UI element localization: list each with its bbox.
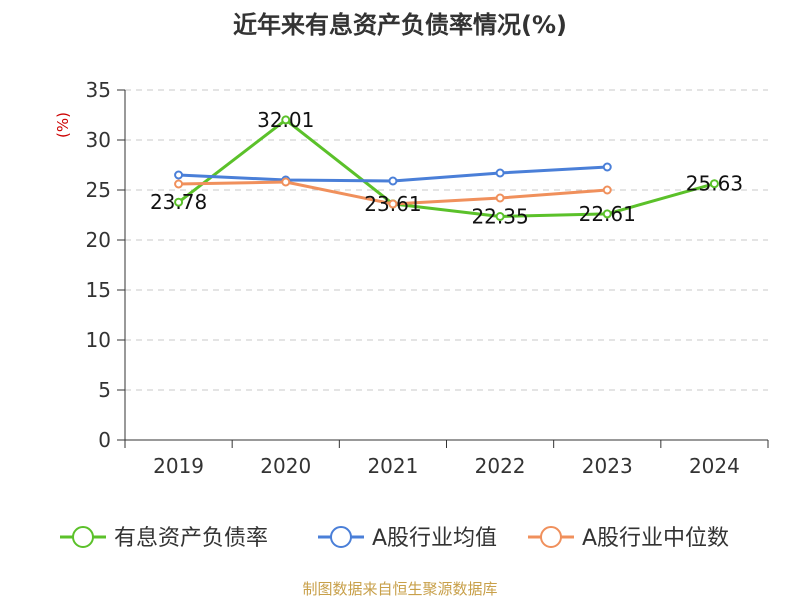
data-point[interactable]: [174, 179, 184, 189]
axes: 0 5 10 15 20 25 30 35 2019 2020 2021 2022 2023 2024: [86, 78, 769, 478]
x-tick-label: 2021: [367, 454, 418, 478]
data-label: 32.01: [257, 108, 314, 132]
data-label: 22.35: [471, 205, 528, 229]
data-point[interactable]: [388, 176, 398, 186]
series-lines: [174, 115, 719, 221]
data-label: 25.63: [686, 172, 743, 196]
legend-label: A股行业中位数: [582, 526, 729, 551]
y-tick-label: 10: [86, 328, 111, 352]
data-point[interactable]: [602, 185, 612, 195]
grid-lines: [125, 89, 768, 391]
y-tick-label: 35: [86, 78, 111, 102]
data-label: 23.78: [150, 190, 207, 214]
y-axis-unit: (%): [54, 112, 72, 138]
legend-label: A股行业均值: [372, 526, 497, 551]
x-tick-label: 2024: [689, 454, 740, 478]
data-label: 22.61: [579, 202, 636, 226]
data-point[interactable]: [602, 209, 612, 219]
y-tick-label: 0: [98, 428, 111, 452]
data-point[interactable]: [388, 199, 398, 209]
x-tick-label: 2020: [260, 454, 311, 478]
data-point[interactable]: [495, 193, 505, 203]
legend-marker: [540, 526, 562, 548]
y-tick-label: 5: [98, 378, 111, 402]
chart-title: 近年来有息资产负债率情况(%): [233, 11, 567, 39]
y-tick-label: 25: [86, 178, 111, 202]
y-tick-label: 30: [86, 128, 111, 152]
data-point[interactable]: [174, 170, 184, 180]
data-point[interactable]: [281, 177, 291, 187]
data-point[interactable]: [602, 162, 612, 172]
legend[interactable]: 有息资产负债率 A股行业均值 A股行业中位数: [60, 526, 729, 551]
data-point[interactable]: [709, 179, 719, 189]
legend-marker: [330, 526, 352, 548]
data-point[interactable]: [281, 115, 291, 125]
data-point[interactable]: [174, 197, 184, 207]
series-line-0: [177, 118, 715, 218]
x-tick-label: 2019: [153, 454, 204, 478]
legend-marker: [72, 526, 94, 548]
data-label: 23.61: [364, 192, 421, 216]
legend-item-0[interactable]: 有息资产负债率: [60, 526, 268, 551]
data-point[interactable]: [495, 168, 505, 178]
x-tick-label: 2022: [475, 454, 526, 478]
y-tick-label: 15: [86, 278, 111, 302]
data-point[interactable]: [495, 212, 505, 221]
legend-label: 有息资产负债率: [114, 526, 268, 551]
legend-item-2[interactable]: A股行业中位数: [528, 526, 729, 551]
legend-item-1[interactable]: A股行业均值: [318, 526, 497, 551]
source-note: 制图数据来自恒生聚源数据库: [302, 580, 497, 598]
x-tick-label: 2023: [582, 454, 633, 478]
y-tick-label: 20: [86, 228, 111, 252]
data-labels: 23.78 32.01 23.61 22.35 22.61 25.63: [150, 108, 743, 229]
